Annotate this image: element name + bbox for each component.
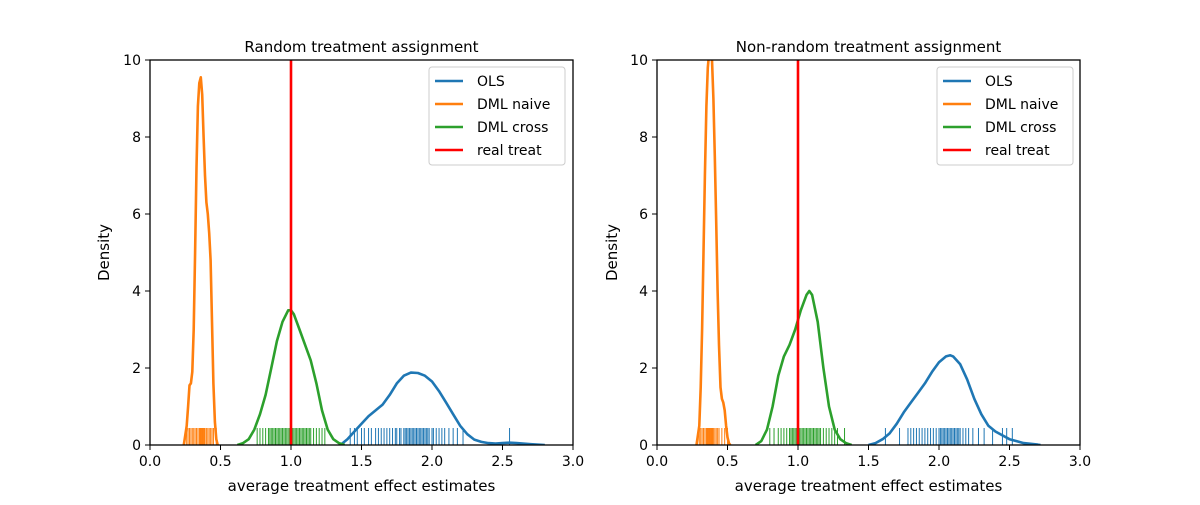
y-tick-label: 0 [132, 438, 141, 454]
x-tick-label: 3.0 [562, 454, 584, 470]
legend: OLS DML naive DML cross real treat [428, 66, 566, 166]
x-tick-label: 0.0 [139, 454, 161, 470]
legend-label-ols: OLS [985, 74, 1013, 90]
x-tick-label: 0.0 [646, 454, 668, 470]
rug-ols [349, 428, 511, 445]
y-tick-label: 2 [639, 361, 648, 377]
rug-dml-cross [256, 428, 326, 445]
data-layer [182, 60, 545, 445]
y-tick-label: 2 [132, 361, 141, 377]
x-tick-label: 2.5 [998, 454, 1020, 470]
y-tick-label: 8 [639, 130, 648, 146]
y-tick-label: 0 [639, 438, 648, 454]
chart-non-random-assignment: Non-random treatment assignment average … [603, 38, 1091, 495]
legend-label-dml-cross: DML cross [985, 120, 1056, 136]
x-tick-label: 1.0 [280, 454, 302, 470]
data-layer [695, 60, 1041, 445]
x-tick-label: 0.5 [209, 454, 231, 470]
series-line-ols [868, 354, 1041, 445]
x-axis-label: average treatment effect estimates [735, 477, 1003, 495]
plot-area: 0.0 0.5 1.0 1.5 2.0 2.5 3.0 0 2 4 6 8 10 OLS DML nai… [123, 53, 584, 470]
series-line-dml-cross [754, 289, 853, 445]
legend-label-ols: OLS [477, 74, 505, 90]
y-tick-label: 10 [630, 53, 648, 69]
chart-title: Random treatment assignment [244, 38, 478, 56]
x-tick-label: 2.5 [491, 454, 513, 470]
x-axis-label: average treatment effect estimates [228, 477, 496, 495]
legend-label-dml-cross: DML cross [477, 120, 548, 136]
legend-label-real-treat: real treat [477, 143, 542, 159]
x-axis: 0.0 0.5 1.0 1.5 2.0 2.5 3.0 [139, 445, 584, 470]
x-tick-label: 0.5 [716, 454, 738, 470]
legend-label-dml-naive: DML naive [477, 97, 550, 113]
x-tick-label: 1.5 [857, 454, 879, 470]
x-tick-label: 2.0 [421, 454, 443, 470]
y-tick-label: 10 [123, 53, 141, 69]
y-axis: 0 2 4 6 8 10 [630, 53, 657, 454]
chart-random-assignment: Random treatment assignment average trea… [95, 38, 584, 495]
legend-label-dml-naive: DML naive [985, 97, 1058, 113]
legend-box [428, 66, 566, 166]
legend-label-real-treat: real treat [985, 143, 1050, 159]
y-axis-label: Density [95, 224, 113, 281]
y-axis-label: Density [603, 224, 621, 281]
rug-ols [884, 428, 1013, 445]
y-axis: 0 2 4 6 8 10 [123, 53, 150, 454]
y-tick-label: 4 [132, 284, 141, 300]
y-tick-label: 8 [132, 130, 141, 146]
y-tick-label: 6 [639, 207, 648, 223]
x-tick-label: 1.5 [350, 454, 372, 470]
x-axis: 0.0 0.5 1.0 1.5 2.0 2.5 3.0 [646, 445, 1091, 470]
legend: OLS DML naive DML cross real treat [936, 66, 1074, 166]
series-line-dml-naive [695, 60, 732, 445]
x-tick-label: 2.0 [928, 454, 950, 470]
legend-box [936, 66, 1074, 166]
chart-title: Non-random treatment assignment [736, 38, 1002, 56]
rug-dml-naive [186, 428, 217, 445]
x-tick-label: 3.0 [1069, 454, 1091, 470]
y-tick-label: 6 [132, 207, 141, 223]
series-line-dml-naive [182, 76, 219, 445]
series-line-ols [339, 371, 545, 445]
x-tick-label: 1.0 [787, 454, 809, 470]
plot-area: 0.0 0.5 1.0 1.5 2.0 2.5 3.0 0 2 4 6 8 10 OLS DML nai… [630, 53, 1091, 470]
y-tick-label: 4 [639, 284, 648, 300]
